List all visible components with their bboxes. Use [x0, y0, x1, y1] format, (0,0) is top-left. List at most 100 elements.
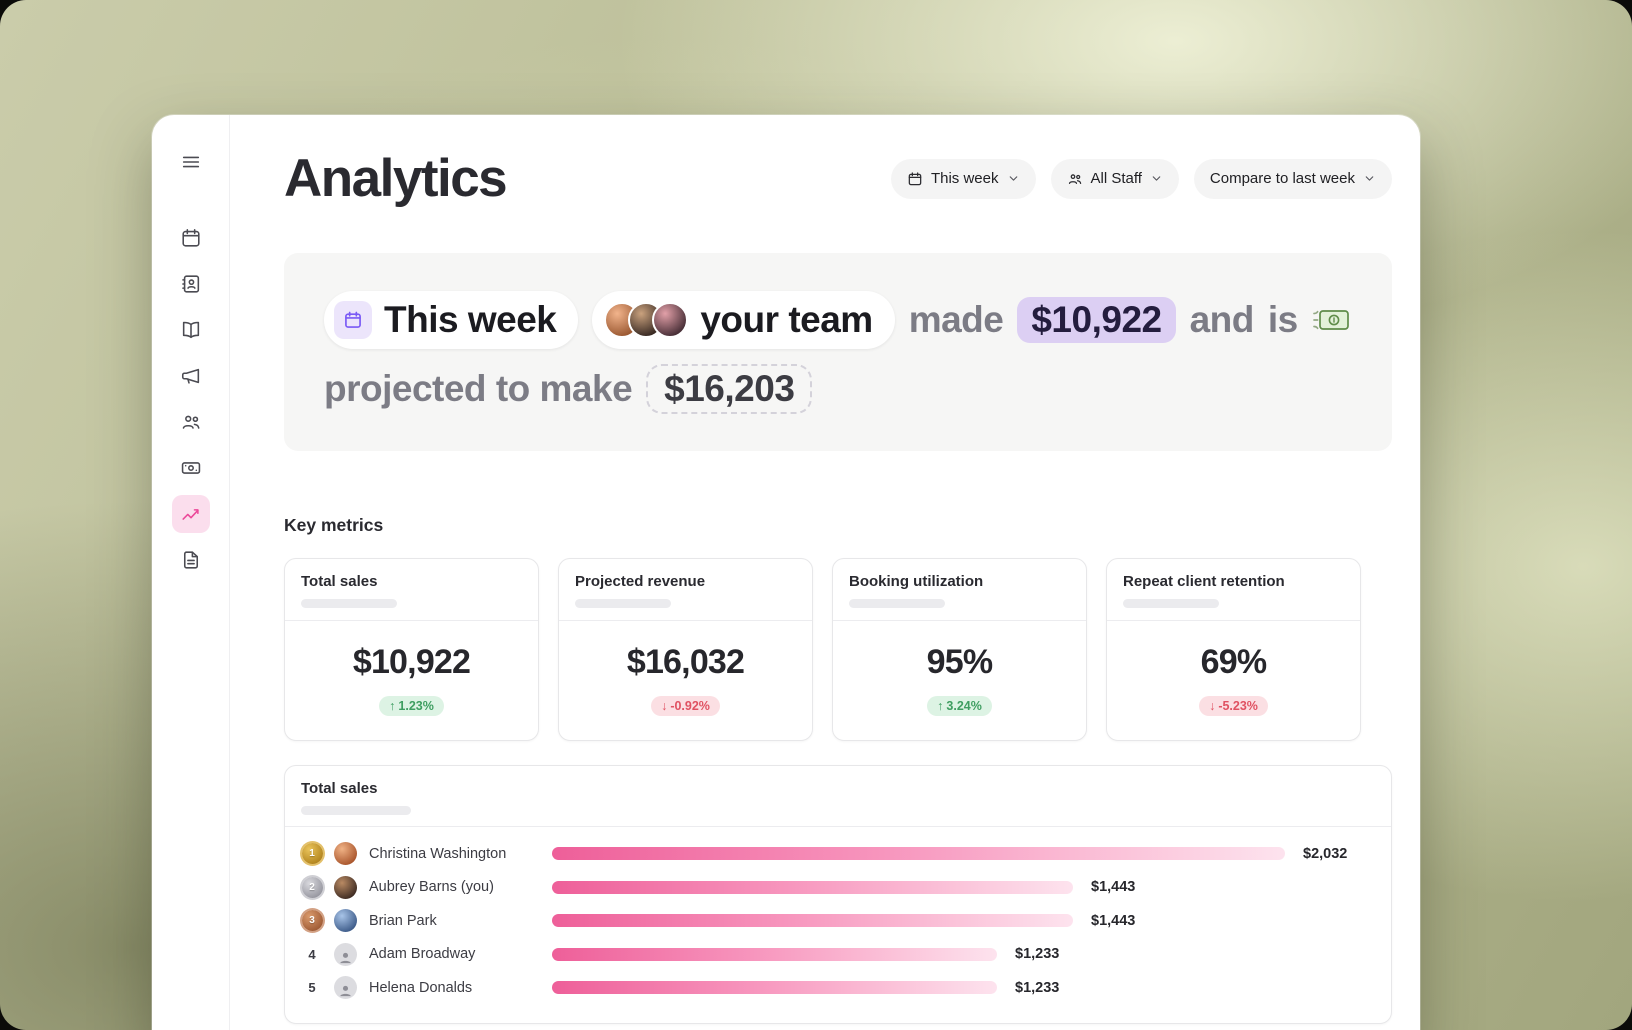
filter-compare-label: Compare to last week	[1209, 170, 1355, 187]
avatar-placeholder	[334, 942, 357, 966]
filter-staff[interactable]: All Staff	[1050, 158, 1179, 199]
filter-period[interactable]: This week	[890, 158, 1036, 199]
trend-badge: ↑ 1.23%	[379, 696, 444, 716]
metric-cards: Total sales $10,922 ↑ 1.23% Projected rev…	[284, 558, 1392, 741]
leaderboard-row: 3 Brian Park $1,443	[301, 904, 1375, 938]
sidebar-nav	[171, 219, 210, 579]
trend-down-icon: ↓	[661, 699, 668, 713]
silver-medal-icon: 2	[301, 876, 323, 898]
leaderboard-title: Total sales	[301, 780, 378, 797]
row-name: Christina Washington	[369, 845, 507, 862]
metric-value: $10,922	[352, 643, 471, 681]
bronze-medal-icon: 3	[301, 910, 323, 932]
filter-staff-label: All Staff	[1090, 170, 1142, 187]
metric-card-repeat-retention: Repeat client retention 69% ↓ -5.23%	[1106, 558, 1361, 741]
leaderboard-row: 2 Aubrey Barns (you) $1,443	[301, 871, 1375, 905]
person-icon	[340, 952, 351, 963]
page-header: Analytics This week All Staff Compare to…	[284, 148, 1392, 209]
trend-change: -0.92%	[670, 699, 710, 713]
metric-card-projected-revenue: Projected revenue $16,032 ↓ -0.92%	[558, 558, 813, 741]
sales-bar	[552, 947, 997, 961]
trend-change: -5.23%	[1218, 699, 1258, 713]
sidebar-item-calendar[interactable]	[172, 219, 210, 257]
person-icon	[340, 986, 351, 997]
metric-subtitle-placeholder	[575, 599, 671, 608]
summary-banner: This week your team made $10,922 and is	[284, 253, 1392, 451]
sidebar	[152, 115, 230, 1030]
analytics-icon	[181, 509, 199, 520]
leaderboard-row: 1 Christina Washington $2,032	[301, 837, 1375, 871]
people-icon	[1068, 173, 1081, 184]
leaderboard-subtitle-placeholder	[301, 806, 411, 815]
rank-number: 5	[308, 980, 316, 996]
calendar-icon	[334, 300, 372, 339]
sidebar-item-analytics[interactable]	[171, 495, 210, 533]
summary-amount-projected: $16,203	[646, 363, 813, 414]
money-with-wings-icon	[1312, 306, 1352, 334]
filter-bar: This week All Staff Compare to last week	[890, 158, 1392, 199]
metric-value: $16,032	[626, 643, 745, 681]
row-value: $1,443	[1091, 879, 1136, 896]
leaderboard-row: 5 Helena Donalds $1,233	[301, 971, 1375, 1005]
trend-badge: ↓ -5.23%	[1199, 696, 1268, 716]
metric-value: 95%	[926, 643, 993, 681]
row-value: $1,233	[1015, 946, 1060, 963]
sidebar-item-catalog[interactable]	[172, 311, 210, 349]
trend-change: 3.24%	[946, 699, 982, 713]
chevron-down-icon	[1009, 176, 1017, 181]
summary-period-chip[interactable]: This week	[324, 290, 579, 349]
leaderboard-row: 4 Adam Broadway $1,233	[301, 938, 1375, 972]
sidebar-item-payments[interactable]	[172, 449, 210, 487]
key-metrics-heading: Key metrics	[284, 515, 384, 535]
rank-number: 4	[308, 946, 316, 962]
trend-up-icon: ↑	[937, 699, 944, 713]
metric-card-total-sales: Total sales $10,922 ↑ 1.23%	[284, 558, 539, 741]
sales-bar	[552, 880, 1073, 894]
metric-subtitle-placeholder	[1123, 599, 1219, 608]
sales-bar	[552, 847, 1285, 861]
metric-title: Booking utilization	[849, 573, 984, 590]
sales-bar	[552, 981, 997, 995]
summary-word-projected: projected to make	[324, 367, 633, 409]
summary-period-label: This week	[384, 298, 557, 340]
main-content: Analytics This week All Staff Compare to…	[230, 115, 1420, 1030]
row-name: Brian Park	[369, 912, 437, 929]
metric-title: Total sales	[301, 573, 378, 590]
metric-subtitle-placeholder	[301, 599, 397, 608]
avatar	[334, 909, 357, 933]
filter-compare[interactable]: Compare to last week	[1193, 158, 1392, 199]
contacts-icon	[181, 275, 199, 293]
summary-sentence: This week your team made $10,922 and is	[324, 290, 1352, 414]
chevron-down-icon	[1365, 176, 1374, 181]
total-sales-leaderboard: Total sales 1 Christina Washington $2,03…	[284, 765, 1392, 1024]
summary-word-and: and	[1189, 298, 1255, 340]
trend-badge: ↓ -0.92%	[651, 696, 720, 716]
metric-subtitle-placeholder	[849, 599, 945, 608]
chevron-down-icon	[1152, 176, 1161, 181]
metric-title: Repeat client retention	[1123, 573, 1285, 590]
gold-medal-icon: 1	[301, 843, 323, 865]
row-name: Adam Broadway	[369, 946, 476, 963]
summary-team-chip[interactable]: your team	[592, 290, 895, 349]
team-icon	[182, 415, 199, 429]
document-icon	[183, 551, 198, 569]
metric-value: 69%	[1200, 643, 1267, 681]
app-window: Analytics This week All Staff Compare to…	[152, 115, 1420, 1030]
trend-up-icon: ↑	[389, 699, 396, 713]
trend-down-icon: ↓	[1209, 699, 1216, 713]
sidebar-item-marketing[interactable]	[172, 357, 210, 395]
sidebar-item-team[interactable]	[172, 403, 210, 441]
row-value: $2,032	[1303, 845, 1348, 862]
metric-card-booking-utilization: Booking utilization 95% ↑ 3.24%	[832, 558, 1087, 741]
avatar-placeholder	[334, 976, 357, 1000]
page-title: Analytics	[284, 149, 508, 208]
filter-period-label: This week	[930, 170, 999, 187]
sidebar-item-contacts[interactable]	[172, 265, 210, 303]
avatar	[334, 842, 357, 866]
summary-word-is: is	[1267, 298, 1298, 340]
team-avatars	[604, 301, 689, 338]
book-icon	[182, 321, 199, 339]
sidebar-item-documents[interactable]	[172, 541, 210, 579]
menu-icon[interactable]	[172, 143, 210, 181]
